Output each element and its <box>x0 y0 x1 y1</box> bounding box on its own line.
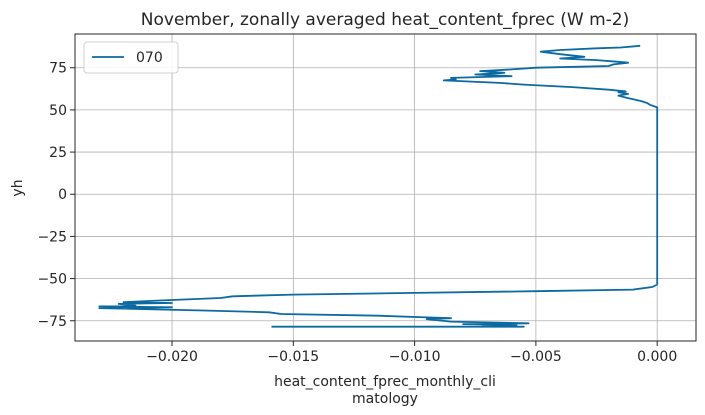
legend-box <box>83 41 179 74</box>
y-tick-label: −25 <box>37 229 67 245</box>
x-tick-label: −0.015 <box>267 349 319 365</box>
y-axis-label: yh <box>10 179 26 196</box>
y-tick-label: −75 <box>37 314 67 330</box>
x-axis-label-line1: heat_content_fprec_monthly_cli <box>274 374 496 390</box>
x-tick-label: −0.020 <box>146 349 198 365</box>
series-line <box>98 44 659 328</box>
x-tick-label: −0.005 <box>510 349 562 365</box>
series-layer <box>98 44 659 328</box>
y-tick-label: 50 <box>49 103 67 119</box>
y-tick-label: 25 <box>49 145 67 161</box>
y-tick-label: 75 <box>49 61 67 77</box>
chart-title: November, zonally averaged heat_content_… <box>141 10 629 30</box>
grid <box>75 34 696 341</box>
y-tick-label: −50 <box>37 272 67 288</box>
x-tick-label: −0.010 <box>389 349 441 365</box>
y-tick-label: 0 <box>58 187 67 203</box>
plot-frame <box>74 33 697 342</box>
x-tick-label: 0.000 <box>637 349 677 365</box>
x-axis-label-line2: matology <box>352 391 418 407</box>
legend: 070 <box>83 41 179 74</box>
x-axis: −0.020 −0.015 −0.010 −0.005 0.000 <box>146 341 677 365</box>
legend-label: 070 <box>136 50 163 66</box>
y-axis: −75 −50 −25 0 25 50 75 <box>37 61 75 330</box>
